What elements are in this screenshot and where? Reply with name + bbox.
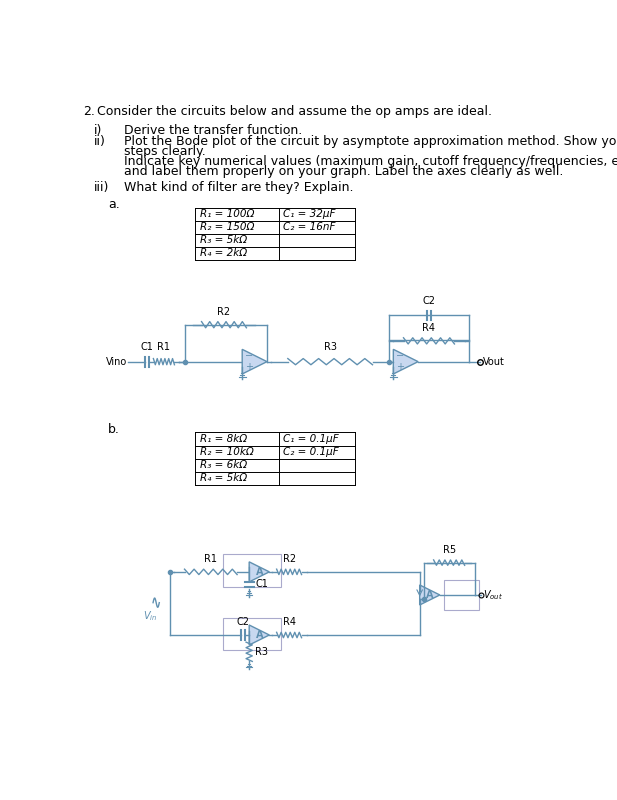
Text: R₂ = 150Ω: R₂ = 150Ω xyxy=(199,222,254,232)
Text: Vino: Vino xyxy=(106,357,128,366)
Text: C₂ = 0.1μF: C₂ = 0.1μF xyxy=(283,447,339,457)
Text: Plot the Bode plot of the circuit by asymptote approximation method. Show your: Plot the Bode plot of the circuit by asy… xyxy=(123,134,617,147)
Text: 2.: 2. xyxy=(83,106,95,118)
Text: +: + xyxy=(397,362,404,372)
Text: steps clearly.: steps clearly. xyxy=(123,145,205,158)
Polygon shape xyxy=(420,585,440,605)
Text: A: A xyxy=(255,567,263,577)
Text: −: − xyxy=(246,351,254,362)
Text: R₄ = 2kΩ: R₄ = 2kΩ xyxy=(199,249,247,258)
Text: R4: R4 xyxy=(423,323,436,333)
Text: C2: C2 xyxy=(236,618,249,627)
Text: R4: R4 xyxy=(283,618,296,627)
Text: R1: R1 xyxy=(157,342,170,353)
Text: C2: C2 xyxy=(423,296,436,306)
Polygon shape xyxy=(393,350,418,374)
Text: Vout: Vout xyxy=(483,357,505,366)
Text: What kind of filter are they? Explain.: What kind of filter are they? Explain. xyxy=(123,181,353,194)
Text: iii): iii) xyxy=(94,181,110,194)
Text: C₂ = 16nF: C₂ = 16nF xyxy=(283,222,336,232)
Text: i): i) xyxy=(94,124,102,137)
Polygon shape xyxy=(249,562,270,582)
Text: a.: a. xyxy=(108,198,120,210)
Text: −: − xyxy=(397,351,405,362)
Text: $V_{in}$: $V_{in}$ xyxy=(143,609,157,622)
Text: R1: R1 xyxy=(204,554,217,564)
Text: R3: R3 xyxy=(255,646,268,657)
Text: Consider the circuits below and assume the op amps are ideal.: Consider the circuits below and assume t… xyxy=(97,106,492,118)
Bar xyxy=(444,579,479,610)
Text: R₃ = 5kΩ: R₃ = 5kΩ xyxy=(199,235,247,246)
Text: C1: C1 xyxy=(141,342,153,353)
Text: R₁ = 100Ω: R₁ = 100Ω xyxy=(199,209,254,219)
Text: R₃ = 6kΩ: R₃ = 6kΩ xyxy=(199,460,247,470)
Text: R₂ = 10kΩ: R₂ = 10kΩ xyxy=(199,447,254,457)
Text: and label them properly on your graph. Label the axes clearly as well.: and label them properly on your graph. L… xyxy=(123,165,563,178)
Text: +: + xyxy=(246,362,254,372)
Text: R3: R3 xyxy=(324,342,337,353)
Text: b.: b. xyxy=(108,423,120,436)
Text: Indicate key numerical values (maximum gain, cutoff frequency/frequencies, etc.): Indicate key numerical values (maximum g… xyxy=(123,154,617,167)
Text: ii): ii) xyxy=(94,134,106,147)
Text: A: A xyxy=(255,630,263,640)
Text: C₁ = 0.1μF: C₁ = 0.1μF xyxy=(283,434,339,444)
Text: C1: C1 xyxy=(255,579,268,590)
Bar xyxy=(223,554,281,587)
Polygon shape xyxy=(242,350,267,374)
Text: C₁ = 32μF: C₁ = 32μF xyxy=(283,209,336,219)
Bar xyxy=(223,618,281,650)
Text: R₄ = 5kΩ: R₄ = 5kΩ xyxy=(199,474,247,483)
Text: Derive the transfer function.: Derive the transfer function. xyxy=(123,124,302,137)
Text: R2: R2 xyxy=(283,554,296,564)
Polygon shape xyxy=(249,625,270,645)
Text: R5: R5 xyxy=(442,545,456,555)
Text: R₁ = 8kΩ: R₁ = 8kΩ xyxy=(199,434,247,444)
Text: A: A xyxy=(426,590,434,600)
Text: $V_{out}$: $V_{out}$ xyxy=(483,588,503,602)
Text: R2: R2 xyxy=(217,307,231,317)
